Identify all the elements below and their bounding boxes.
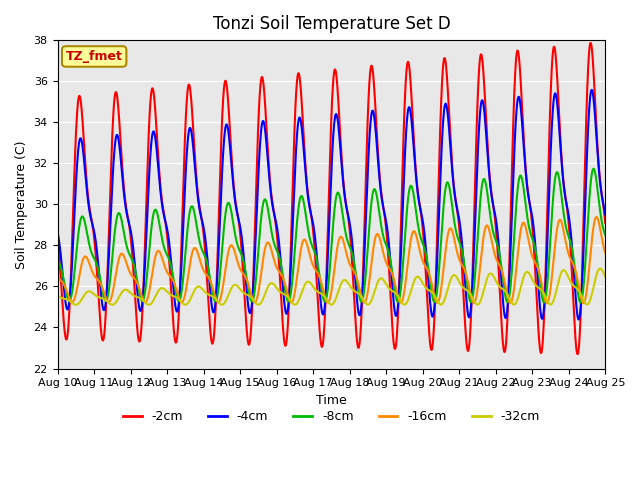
Text: TZ_fmet: TZ_fmet bbox=[66, 50, 123, 63]
Title: Tonzi Soil Temperature Set D: Tonzi Soil Temperature Set D bbox=[212, 15, 451, 33]
X-axis label: Time: Time bbox=[316, 394, 347, 407]
Y-axis label: Soil Temperature (C): Soil Temperature (C) bbox=[15, 140, 28, 269]
Legend: -2cm, -4cm, -8cm, -16cm, -32cm: -2cm, -4cm, -8cm, -16cm, -32cm bbox=[118, 405, 545, 428]
